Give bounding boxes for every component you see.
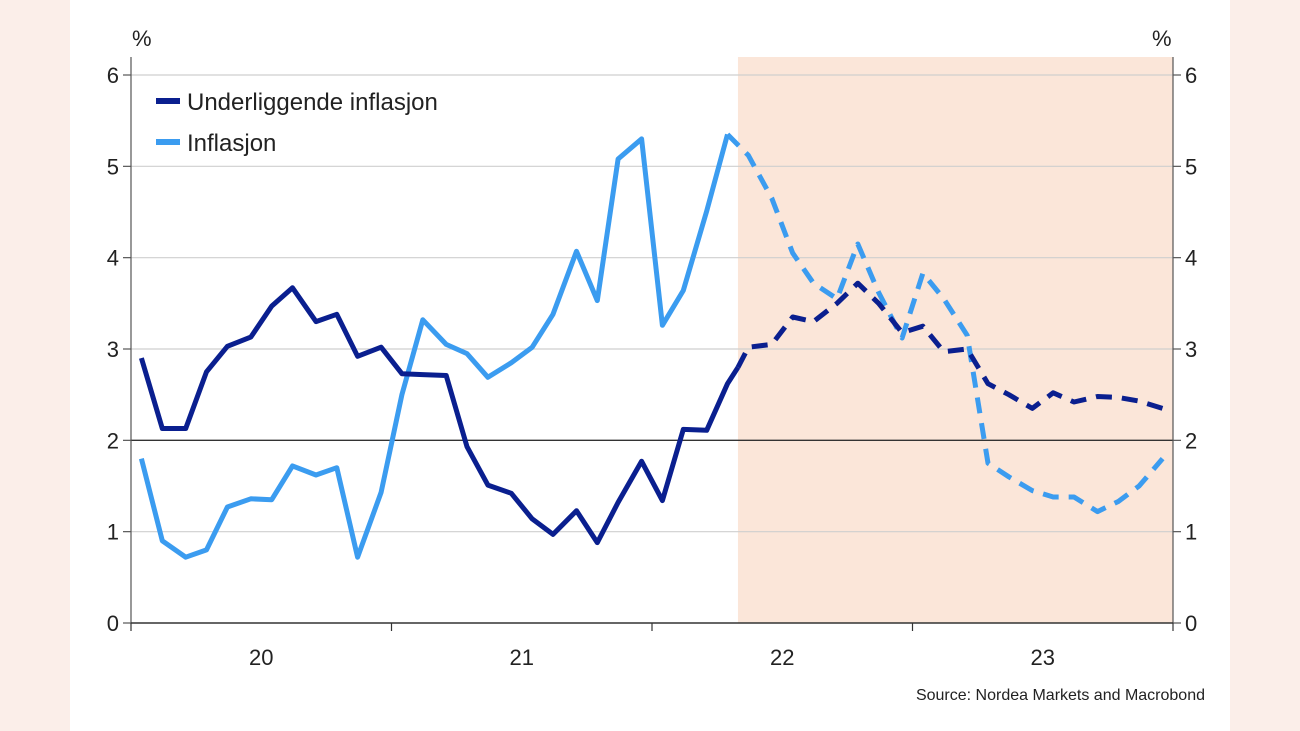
left-axis-tick-label: 4	[107, 246, 119, 271]
right-axis-tick-label: 5	[1185, 154, 1197, 179]
legend-label-inflasjon: Inflasjon	[187, 130, 276, 157]
series-line-inflasjon-actual	[138, 133, 730, 560]
left-axis-tick-label: 2	[107, 428, 119, 453]
left-axis-tick-label: 6	[107, 63, 119, 88]
right-axis-tick-label: 0	[1185, 611, 1197, 636]
right-axis-unit: %	[1152, 26, 1172, 51]
series-line-underliggende-inflasjon-actual	[139, 285, 741, 546]
legend: Underliggende inflasjon Inflasjon	[156, 89, 438, 157]
forecast-shading	[737, 57, 1173, 623]
right-axis-tick-label: 3	[1185, 337, 1197, 362]
x-axis-tick-label: 22	[770, 645, 794, 670]
source-note: Source: Nordea Markets and Macrobond	[916, 687, 1205, 704]
right-axis-tick-label: 4	[1185, 246, 1197, 271]
left-axis-unit: %	[132, 26, 152, 51]
gridlines	[131, 74, 1173, 533]
x-axis-tick-label: 21	[510, 645, 534, 670]
left-axis-tick-label: 1	[107, 520, 119, 545]
series-line-underliggende-inflasjon-forecast	[735, 280, 1164, 411]
x-axis-tick-label: 23	[1031, 645, 1055, 670]
right-axis-tick-label: 2	[1185, 428, 1197, 453]
left-axis-tick-label: 5	[107, 154, 119, 179]
series-lines	[138, 132, 1165, 560]
left-axis-tick-label: 3	[107, 337, 119, 362]
axes: 0 01 12 23 34 45 56 620 21 22 23	[107, 57, 1197, 670]
legend-label-underliggende: Underliggende inflasjon	[187, 89, 438, 116]
right-axis-tick-label: 1	[1185, 520, 1197, 545]
left-axis-tick-label: 0	[107, 611, 119, 636]
x-axis-tick-label: 20	[249, 645, 273, 670]
right-axis-tick-label: 6	[1185, 63, 1197, 88]
